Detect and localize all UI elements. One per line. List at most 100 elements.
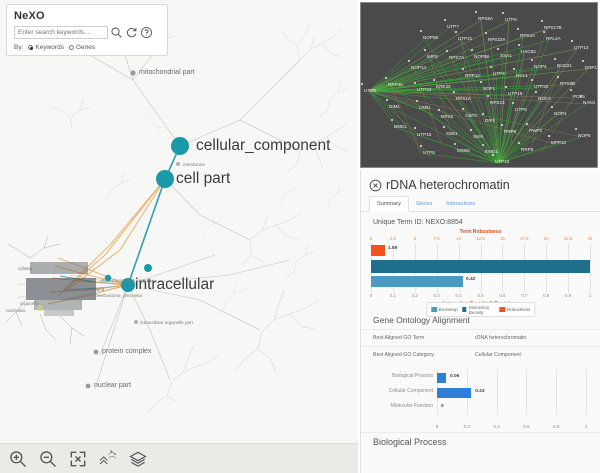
tab-interactions[interactable]: Interactions [446, 201, 476, 207]
gene-node[interactable] [575, 128, 578, 131]
gene-node[interactable] [512, 102, 515, 105]
gene-node[interactable] [480, 81, 483, 84]
help-icon[interactable] [140, 26, 153, 39]
gene-node[interactable] [487, 95, 490, 98]
gene-label: RPL4A [546, 36, 561, 41]
gene-node[interactable] [446, 50, 449, 53]
gene-node[interactable] [517, 28, 520, 31]
close-circle-icon[interactable] [369, 179, 382, 192]
tree-node-nuclear-part[interactable] [85, 383, 91, 389]
gene-node[interactable] [551, 106, 554, 109]
tree-node-ribosomal-subunit[interactable] [104, 274, 112, 282]
tree-node-cellular-component[interactable] [171, 137, 189, 155]
gene-node[interactable] [414, 82, 417, 85]
gene-node[interactable] [492, 154, 495, 157]
gene-node[interactable] [501, 124, 504, 127]
gene-node[interactable] [386, 99, 389, 102]
search-icon[interactable] [110, 26, 123, 39]
legend-bootstrap: Bootstrap [430, 307, 458, 312]
gene-node[interactable] [526, 123, 529, 126]
gene-node[interactable] [455, 31, 458, 34]
fit-screen-icon[interactable] [68, 449, 88, 469]
gene-node[interactable] [531, 59, 534, 62]
tree-node-organelle-part[interactable] [134, 320, 138, 324]
layers-icon[interactable] [128, 449, 148, 469]
gene-node[interactable] [385, 77, 388, 80]
gene-node[interactable] [414, 127, 417, 130]
search-mode-group[interactable]: By: Keywords Genes [14, 44, 160, 51]
gene-node[interactable] [438, 109, 441, 112]
gene-node[interactable] [462, 108, 465, 111]
interaction-network-view[interactable]: UTP9 UTP10 NOP56 UTP7 RPS8A UTP6 RPS17B UTP21 RP… [360, 2, 598, 168]
gene-node[interactable] [408, 60, 411, 63]
gene-node[interactable] [490, 66, 493, 69]
gene-node[interactable] [485, 32, 488, 35]
gene-node[interactable] [454, 143, 457, 146]
tree-node-intracellular[interactable] [121, 278, 135, 292]
tab-genes[interactable]: Genes [415, 201, 433, 207]
radio-genes[interactable] [68, 45, 74, 50]
gene-node[interactable] [518, 44, 521, 47]
view-toolbar[interactable] [0, 443, 358, 473]
zoom-in-icon[interactable] [8, 449, 28, 469]
gene-node[interactable] [462, 68, 465, 71]
gene-node[interactable] [580, 95, 583, 98]
gene-node[interactable] [543, 31, 546, 34]
gene-node[interactable] [531, 79, 534, 82]
tree-graph[interactable] [0, 0, 358, 445]
gene-label: RPS4A [520, 33, 536, 38]
tree-node-cell-part[interactable] [156, 170, 174, 188]
gene-node[interactable] [424, 49, 427, 52]
chart1-top-tick: 5 [413, 236, 417, 241]
term-info-panel[interactable]: rDNA heterochromatin Summary Genes Inter… [360, 170, 600, 473]
gene-node[interactable] [443, 126, 446, 129]
gene-node[interactable] [557, 76, 560, 79]
gene-node[interactable] [502, 12, 505, 15]
gene-node[interactable] [482, 113, 485, 116]
tree-label-cell-part: cell part [176, 170, 231, 187]
gene-node[interactable] [470, 129, 473, 132]
gene-node[interactable] [420, 145, 423, 148]
panel-tabs[interactable]: Summary Genes Interactions [361, 196, 600, 212]
tree-label-ribosomal-subunit: ribosomal subunit [68, 287, 105, 292]
gene-node[interactable] [548, 135, 551, 138]
collapse-icon[interactable] [98, 449, 118, 469]
search-input[interactable] [14, 26, 108, 39]
gene-node[interactable] [361, 83, 364, 86]
hierarchy-tree-view[interactable]: cellular_component cell part intracellul… [0, 0, 358, 473]
tree-node-protein-complex[interactable] [93, 349, 99, 355]
gene-node[interactable] [420, 30, 423, 33]
gene-node[interactable] [554, 58, 557, 61]
gene-node[interactable] [444, 19, 447, 22]
gene-node[interactable] [582, 60, 585, 63]
tree-node-membrane[interactable] [176, 162, 180, 166]
gene-node[interactable] [391, 119, 394, 122]
gene-node[interactable] [433, 79, 436, 82]
gene-node[interactable] [535, 91, 538, 94]
reset-icon[interactable] [125, 26, 138, 39]
gene-node[interactable] [570, 89, 573, 92]
gene-label: NAN1 [583, 100, 596, 105]
gene-node[interactable] [453, 91, 456, 94]
gene-node[interactable] [505, 86, 508, 89]
gene-node[interactable] [541, 20, 544, 23]
gene-node[interactable] [482, 144, 485, 147]
gene-node[interactable] [497, 48, 500, 51]
tree-node-mitochondrial-part[interactable] [130, 70, 136, 76]
gridline [590, 243, 591, 293]
radio-keywords[interactable] [28, 45, 34, 50]
chart1-top-tick: 2.5 [389, 236, 396, 241]
gene-node[interactable] [475, 11, 478, 14]
bar-go-category [437, 373, 446, 383]
tab-summary[interactable]: Summary [369, 196, 409, 212]
tree-label-cellular-component: cellular_component [196, 137, 331, 154]
zoom-out-icon[interactable] [38, 449, 58, 469]
search-panel[interactable]: NeXO By: [6, 4, 168, 56]
gene-node[interactable] [471, 49, 474, 52]
gene-node[interactable] [416, 100, 419, 103]
radio-keywords-label: Keywords [35, 44, 64, 51]
gene-node[interactable] [513, 68, 516, 71]
tree-node-rnp-complex[interactable] [144, 264, 152, 272]
gene-node[interactable] [571, 40, 574, 43]
gene-node[interactable] [518, 142, 521, 145]
